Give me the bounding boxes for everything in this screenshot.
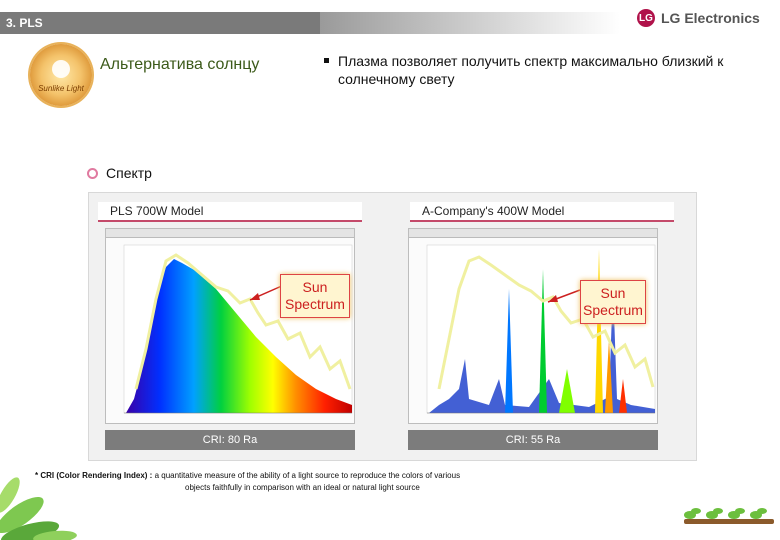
pls-spectrum-screenshot [105,228,355,424]
callout-line2: Spectrum [285,296,345,312]
sun-core [52,60,70,78]
badge-caption: Sunlike Light [38,84,84,93]
a-company-spectrum-plot [426,244,656,414]
alternative-title: Альтернатива солнцу [100,56,260,73]
pls-spectrum-plot [123,244,353,414]
footnote-label: * CRI (Color Rendering Index) : [35,471,153,480]
footnote-text-1: a quantitative measure of the ability of… [154,471,461,480]
section-number: 3. PLS [6,16,43,30]
brand-name: LG Electronics [661,10,760,26]
sun-spectrum-callout-left: Sun Spectrum [280,274,350,318]
cri-footnote: * CRI (Color Rendering Index) : a quanti… [35,470,595,494]
sprouts-decoration-icon [684,508,774,524]
intro-bullet-text: Плазма позволяет получить спектр максима… [338,53,724,87]
bullet-square-icon [324,58,329,63]
a-company-spectrum-screenshot [408,228,658,424]
top-bar-gradient [320,12,620,34]
spectrum-heading: Спектр [87,165,152,181]
analyzer-menu-bar [106,229,354,238]
lg-logo-icon: LG [637,9,655,27]
analyzer-menu-bar [409,229,657,238]
model-label-pls: PLS 700W Model [98,202,362,222]
model-label-a-company: A-Company's 400W Model [410,202,674,222]
callout-line2: Spectrum [583,302,643,318]
callout-line1: Sun [600,285,626,301]
footnote-text-2: objects faithfully in comparison with an… [185,483,420,492]
top-bar: 3. PLS [0,12,780,34]
cri-value-pls: CRI: 80 Ra [105,430,355,450]
leaves-decoration-icon [0,477,77,540]
sun-spectrum-callout-right: Sun Spectrum [580,280,646,324]
brand: LG LG Electronics [637,8,760,28]
sun-badge-icon: Sunlike Light [30,44,92,106]
circle-bullet-icon [87,167,98,179]
spectrum-heading-text: Спектр [106,165,152,181]
cri-value-a-company: CRI: 55 Ra [408,430,658,450]
callout-line1: Sun [302,279,328,295]
top-bar-dark [0,12,320,34]
intro-bullet: Плазма позволяет получить спектр максима… [324,52,764,88]
